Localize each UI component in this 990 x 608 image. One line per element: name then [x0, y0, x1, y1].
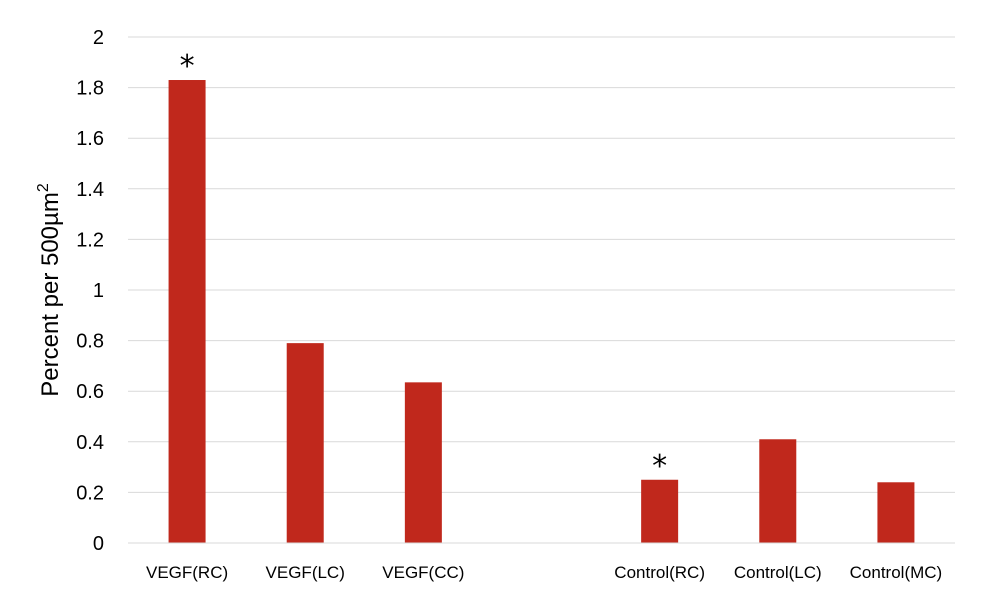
bars [168, 80, 915, 543]
y-tick-label: 1.2 [76, 229, 104, 251]
x-category-label: Control(MC) [850, 563, 943, 582]
x-axis-category-labels: VEGF(RC) VEGF(LC) VEGF(CC) Control(RC) Contr… [146, 563, 942, 582]
y-axis-title-text: Percent per 500µm [37, 192, 64, 397]
significance-annotation: * [652, 449, 667, 484]
y-tick-label: 0.4 [76, 432, 104, 454]
significance-annotation: * [180, 49, 195, 84]
y-tick-label: 2 [93, 27, 104, 49]
x-category-label: VEGF(LC) [266, 563, 345, 582]
bar [641, 479, 679, 543]
y-tick-label: 1.6 [76, 128, 104, 150]
bar [404, 382, 442, 543]
y-tick-label: 0 [93, 533, 104, 555]
y-axis-tick-labels: 0 0.2 0.4 0.6 0.8 1 1.2 1.4 1.6 1.8 2 [76, 27, 104, 555]
y-tick-label: 0.8 [76, 331, 104, 353]
x-category-label: Control(RC) [614, 563, 705, 582]
y-tick-label: 0.6 [76, 381, 104, 403]
x-category-label: VEGF(CC) [382, 563, 464, 582]
bar [168, 80, 206, 543]
bar [759, 439, 797, 543]
y-tick-label: 0.2 [76, 482, 104, 504]
y-axis-title: Percent per 500µm2 [35, 183, 64, 397]
y-tick-label: 1.4 [76, 179, 104, 201]
gridlines [128, 36, 955, 493]
y-tick-label: 1.8 [76, 78, 104, 100]
annotations: ** [180, 49, 668, 484]
x-category-label: VEGF(RC) [146, 563, 228, 582]
y-tick-label: 1 [93, 280, 104, 302]
y-axis-title-superscript: 2 [35, 183, 52, 192]
bar [877, 482, 915, 543]
bar [286, 343, 324, 543]
x-category-label: Control(LC) [734, 563, 822, 582]
